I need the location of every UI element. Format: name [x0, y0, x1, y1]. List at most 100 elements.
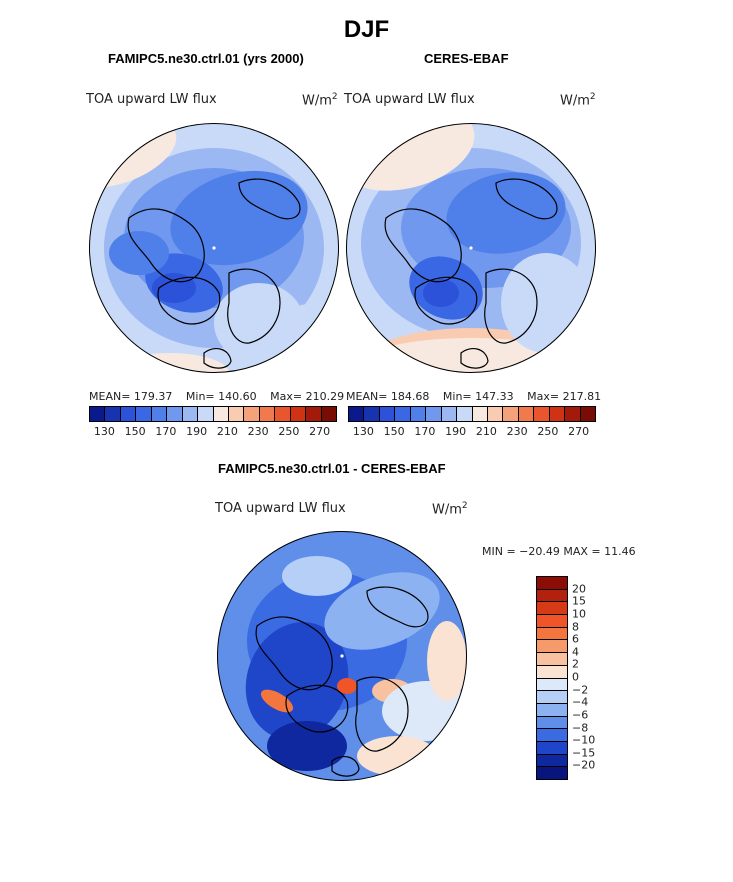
panel-1-max: Max= 210.29 — [270, 390, 345, 403]
map-3-coastline — [255, 616, 333, 691]
panel-1-colorbar-tick-label: 130 — [93, 425, 115, 438]
panel-3-colorbar-cell — [537, 716, 567, 730]
map-2-coastline — [495, 178, 558, 220]
panel-3-colorbar-tick-label: −6 — [572, 708, 589, 722]
panel-3-colorbar-tick-label: 10 — [572, 607, 586, 621]
panel-3-colorbar-ticks: 20 15 10 8 6 4 2 0 −2 −4 −6 −8 −10 −15 −20 — [572, 576, 612, 778]
panel-3-colorbar-cell — [537, 640, 567, 654]
panel-3-colorbar-cell — [537, 577, 567, 590]
panel-3-colorbar-tick-label: 2 — [572, 657, 579, 671]
panel-1-stats: MEAN= 179.37 Min= 140.60 Max= 210.29 — [89, 390, 354, 403]
panel-1-colorbar-tick-label: 150 — [124, 425, 146, 438]
map-3-coastline — [285, 684, 349, 733]
panel-3-colorbar-cell — [537, 754, 567, 768]
map-1-field-region — [170, 170, 308, 266]
panel-1-colorbar-cell — [90, 407, 106, 421]
panel-3-colorbar-tick-label: 0 — [572, 670, 579, 684]
panel-1-colorbar-cell — [182, 407, 199, 421]
panel-3-colorbar-tick-label: −2 — [572, 683, 589, 697]
panel-3-colorbar-cell — [537, 703, 567, 717]
panel-2-colorbar-cell — [503, 407, 519, 421]
panel-3-colorbar-cell — [537, 602, 567, 616]
panel-1-colorbar-cell — [151, 407, 168, 421]
map-2-north-pole-marker — [469, 246, 473, 250]
map-1-north-pole-marker — [212, 246, 216, 250]
map-3-coastline — [331, 755, 360, 777]
panel-3-colorbar-cell — [537, 653, 567, 666]
map-3-field-region — [260, 689, 294, 713]
panel-2-colorbar-tick-label: 210 — [475, 425, 497, 438]
panel-3-units: W/m2 — [432, 501, 468, 518]
panel-3-colorbar-cell — [537, 627, 567, 641]
panel-2-colorbar-cell — [379, 407, 396, 421]
map-2-coastline — [414, 276, 478, 325]
panel-2-variable-label: TOA upward LW flux — [344, 92, 475, 107]
map-2-field-region — [423, 279, 459, 307]
map-1-coastline — [227, 268, 281, 344]
panel-3-colorbar-cell — [537, 589, 567, 603]
panel-3-colorbar-cell — [537, 691, 567, 704]
map-3-boundary — [217, 531, 467, 781]
panel-1-colorbar-cell — [321, 407, 336, 421]
panel-1-polar-map — [89, 123, 339, 373]
panel-3-colorbar-tick-label: −10 — [572, 733, 596, 747]
panel-1-variable-label: TOA upward LW flux — [86, 92, 217, 107]
panel-1-colorbar-cell — [198, 407, 214, 421]
panel-2-colorbar-tick-label: 270 — [568, 425, 590, 438]
panel-1-min: Min= 140.60 — [185, 390, 257, 403]
panel-2-colorbar-cell — [349, 407, 365, 421]
panel-1-colorbar-tick-label: 250 — [278, 425, 300, 438]
panel-1-colorbar-tick-label: 210 — [216, 425, 238, 438]
map-3-coastline — [355, 676, 409, 752]
panel-1-colorbar-cell — [105, 407, 121, 421]
map-2-field-region — [501, 253, 591, 353]
panel-2-min: Min= 147.33 — [442, 390, 514, 403]
map-2-field-region — [446, 172, 566, 254]
panel-3-title: FAMIPC5.ne30.ctrl.01 - CERES-EBAF — [218, 461, 446, 476]
map-3-field-region — [324, 572, 440, 650]
map-3-north-pole-marker — [340, 654, 344, 658]
panel-3-colorbar-cell — [537, 665, 567, 679]
panel-3-colorbar-tick-label: −15 — [572, 746, 596, 760]
map-1-field-region — [109, 353, 229, 373]
panel-2-colorbar-cell — [565, 407, 581, 421]
panel-3-colorbar-tick-label: 6 — [572, 632, 579, 646]
panel-1-colorbar-cell — [259, 407, 276, 421]
panel-1-colorbar-tick-label: 170 — [155, 425, 177, 438]
map-2-coastline — [460, 347, 489, 369]
map-1-field-region — [152, 273, 196, 303]
map-1-field-region — [214, 283, 304, 363]
panel-1-colorbar-tick-label: 190 — [186, 425, 208, 438]
panel-3-colorbar-tick-label: −8 — [572, 721, 589, 734]
panel-2-colorbar-cell — [472, 407, 488, 421]
panel-2-colorbar-cell — [395, 407, 411, 421]
map-2-coastline — [484, 268, 538, 344]
panel-2-colorbar — [348, 406, 596, 422]
panel-1-colorbar-tick-label: 230 — [247, 425, 269, 438]
panel-1-colorbar-cell — [275, 407, 291, 421]
panel-2-colorbar-tick-label: 190 — [445, 425, 467, 438]
panel-3-colorbar-tick-label: 20 — [572, 582, 586, 596]
panel-1-colorbar — [89, 406, 337, 422]
panel-3-colorbar-tick-label: 4 — [572, 645, 579, 659]
panel-2-colorbar-cell — [426, 407, 442, 421]
panel-2-colorbar-cell — [441, 407, 458, 421]
panel-3-colorbar — [536, 576, 568, 780]
panel-2-colorbar-tick-label: 150 — [383, 425, 405, 438]
panel-3-colorbar-tick-label: 8 — [572, 620, 579, 633]
map-3-field-region — [427, 621, 467, 701]
panel-1-colorbar-cell — [228, 407, 245, 421]
map-3-field-region — [357, 736, 437, 776]
panel-2-colorbar-cell — [487, 407, 504, 421]
panel-2-colorbar-cell — [549, 407, 566, 421]
panel-1-title: FAMIPC5.ne30.ctrl.01 (yrs 2000) — [108, 51, 304, 66]
panel-2-title: CERES-EBAF — [424, 51, 509, 66]
map-1-coastline — [203, 347, 232, 369]
figure-title: DJF — [343, 16, 390, 43]
map-1-coastline — [238, 178, 301, 220]
panel-1-mean: MEAN= 179.37 — [89, 390, 173, 403]
map-2-coastline — [384, 208, 462, 283]
panel-2-colorbar-ticks: 130 150 170 190 210 230 250 270 — [348, 425, 594, 439]
panel-3-colorbar-cell — [537, 678, 567, 692]
panel-3-polar-map — [217, 531, 467, 781]
